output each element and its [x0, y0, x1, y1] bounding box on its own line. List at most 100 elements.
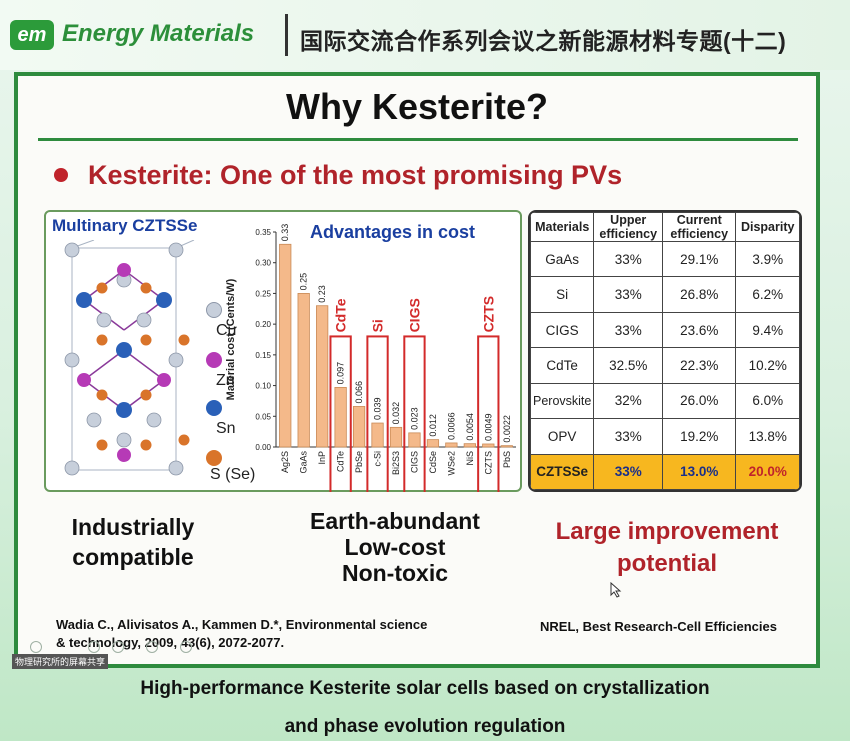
- bar-value-label: 0.0054: [465, 413, 475, 441]
- mouse-cursor-icon: [610, 582, 622, 598]
- table-row: CIGS 33% 23.6% 9.4%: [530, 311, 800, 349]
- chart-heading: Advantages in cost: [310, 222, 476, 242]
- reference-nrel: NREL, Best Research-Cell Efficiencies: [540, 619, 777, 634]
- col-header-disparity: Disparity: [735, 212, 800, 242]
- highlight-box: [329, 335, 352, 492]
- bar: [297, 293, 310, 448]
- bar: [482, 443, 495, 448]
- bar: [500, 445, 513, 448]
- x-tick-label: CZTS: [483, 451, 493, 475]
- x-tick-label: WSe2: [446, 451, 456, 476]
- bar: [279, 243, 292, 448]
- em-logo: em: [10, 20, 54, 50]
- table-cell: 13.0%: [662, 453, 737, 490]
- col-header-current: Current efficiency: [662, 212, 737, 242]
- bar: [352, 406, 366, 448]
- crystal-structure-image: [64, 240, 195, 476]
- structure-cost-panel: Multinary CZTSSe: [44, 210, 522, 492]
- bar-value-label: 0.33: [280, 224, 290, 242]
- bar-value-label: 0.023: [409, 407, 419, 430]
- screen-share-tag: 物理研究所的屏幕共享: [12, 654, 109, 669]
- efficiency-table: Materials Upper efficiency Current effic…: [528, 210, 802, 492]
- legend-cu: Cu: [216, 322, 237, 339]
- table-cell: 32%: [593, 382, 664, 420]
- y-tick-label: 0.00: [255, 443, 271, 452]
- slide-frame: Why Kesterite? Kesterite: One of the mos…: [14, 72, 820, 668]
- series-title: 国际交流合作系列会议之新能源材料专题(十二): [300, 28, 787, 54]
- caption-line: Low-cost: [344, 534, 446, 560]
- header-divider: [285, 14, 288, 56]
- col-header-materials: Materials: [530, 212, 595, 242]
- y-tick-label: 0.35: [255, 228, 271, 237]
- x-tick-label: PbS: [502, 451, 512, 468]
- x-tick-label: CIGS: [409, 451, 419, 473]
- table-cell: 29.1%: [662, 240, 737, 278]
- settings-control-icon[interactable]: [146, 641, 158, 653]
- table-cell: CdTe: [530, 347, 595, 384]
- bar-value-label: 0.039: [373, 398, 383, 421]
- bar: [426, 439, 440, 448]
- bar-value-label: 0.25: [299, 273, 309, 291]
- caption-line: potential: [617, 550, 717, 577]
- bar-value-label: 0.012: [428, 414, 438, 437]
- table-cell: 23.6%: [662, 311, 737, 349]
- bar-value-label: 0.032: [391, 402, 401, 425]
- highlight-label: CZTS: [480, 296, 496, 333]
- caption-line: Large improvement: [555, 518, 779, 545]
- x-tick-label: CdTe: [336, 451, 346, 472]
- footer-line-1: High-performance Kesterite solar cells b…: [140, 678, 710, 699]
- caption-line: compatible: [72, 544, 194, 570]
- legend-s: S (Se): [210, 466, 256, 483]
- table-row: GaAs 33% 29.1% 3.9%: [530, 240, 800, 278]
- y-tick-label: 0.20: [255, 320, 271, 329]
- table-cell: 10.2%: [735, 347, 800, 384]
- col-header-upper: Upper efficiency: [593, 212, 664, 242]
- table-cell: 33%: [593, 418, 664, 455]
- caption-line: Earth-abundant: [310, 508, 480, 534]
- bar: [316, 305, 329, 448]
- y-tick-label: 0.15: [255, 351, 271, 360]
- table-cell: 32.5%: [593, 347, 664, 384]
- legend-zn: Zn: [216, 372, 235, 389]
- x-tick-label: GaAs: [299, 451, 309, 474]
- bar-value-label: 0.066: [354, 381, 364, 404]
- table-cell: Perovskite: [530, 382, 595, 420]
- table-row: Si 33% 26.8% 6.2%: [530, 276, 800, 313]
- caption-large-improvement: Large improvement potential: [532, 516, 802, 580]
- bar: [408, 432, 421, 448]
- sn-legend-icon: [206, 400, 222, 416]
- x-tick-label: CdSe: [428, 451, 438, 474]
- y-tick-label: 0.25: [255, 289, 271, 298]
- y-tick-label: 0.30: [255, 259, 271, 268]
- fullscreen-control-icon[interactable]: [88, 641, 100, 653]
- table-row: OPV 33% 19.2% 13.8%: [530, 418, 800, 455]
- table-cell: 6.2%: [735, 276, 800, 313]
- table-cell: 33%: [593, 240, 664, 278]
- material-cost-bar-chart: 0.00 0.05 0.10 0.15 0.20 0.25 0.30 0.35 Material…: [225, 224, 516, 492]
- table-row: Perovskite 32% 26.0% 6.0%: [530, 382, 800, 420]
- highlight-box: [366, 335, 389, 492]
- table-cell: 3.9%: [735, 240, 800, 278]
- y-axis-label: Material cost (Cents/W): [225, 278, 237, 400]
- x-tick-label: Ag2S: [280, 451, 290, 473]
- bar: [445, 442, 458, 448]
- table-cell: 13.8%: [735, 418, 800, 455]
- info-control-icon[interactable]: [180, 641, 192, 653]
- table-row-highlight: CZTSSe 33% 13.0% 20.0%: [530, 453, 800, 490]
- bar-value-label: 0.0022: [502, 415, 512, 443]
- table-cell: 22.3%: [662, 347, 737, 384]
- bar: [389, 426, 403, 448]
- highlight-box: [477, 335, 500, 492]
- table-cell: CIGS: [530, 311, 595, 349]
- bar: [371, 422, 384, 448]
- x-tick-label: NiS: [465, 451, 475, 466]
- caption-industrially-compatible: Industrially compatible: [38, 512, 228, 572]
- caption-line: Industrially: [71, 514, 195, 540]
- cu-legend-icon: [206, 302, 222, 318]
- table-cell: 19.2%: [662, 418, 737, 455]
- brand-name: Energy Materials: [62, 20, 255, 47]
- zoom-control-icon[interactable]: [30, 641, 42, 653]
- bar-value-label: 0.23: [317, 285, 327, 303]
- reference-line: Wadia C., Alivisatos A., Kammen D.*, Env…: [56, 617, 428, 632]
- share-control-icon[interactable]: [112, 641, 124, 653]
